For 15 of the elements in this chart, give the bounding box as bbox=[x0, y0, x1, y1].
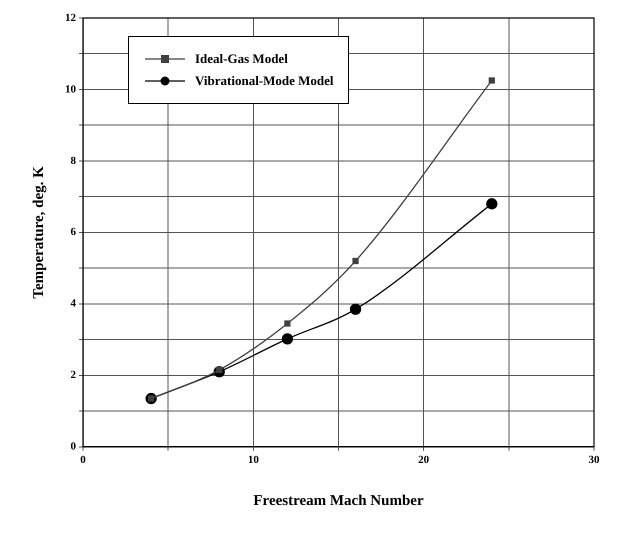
y-tick-label: 0 bbox=[70, 440, 76, 453]
y-axis-title: Temperature, deg. K bbox=[30, 166, 47, 299]
y-tick-label: 8 bbox=[70, 154, 76, 167]
y-tick-label: 6 bbox=[70, 226, 76, 238]
x-tick-label: 10 bbox=[248, 454, 260, 466]
legend-label: Ideal-Gas Model bbox=[195, 51, 288, 67]
legend-label: Vibrational-Mode Model bbox=[195, 73, 334, 89]
y-tick-label: 10 bbox=[65, 83, 76, 96]
x-tick-label: 30 bbox=[588, 454, 600, 466]
x-tick-label: 20 bbox=[418, 454, 430, 466]
x-tick-label: 0 bbox=[80, 454, 86, 466]
y-tick-label: 12 bbox=[65, 12, 76, 24]
x-axis-title: Freestream Mach Number bbox=[253, 492, 424, 509]
y-tick-label: 2 bbox=[70, 369, 76, 382]
y-tick-label: 4 bbox=[70, 298, 76, 310]
